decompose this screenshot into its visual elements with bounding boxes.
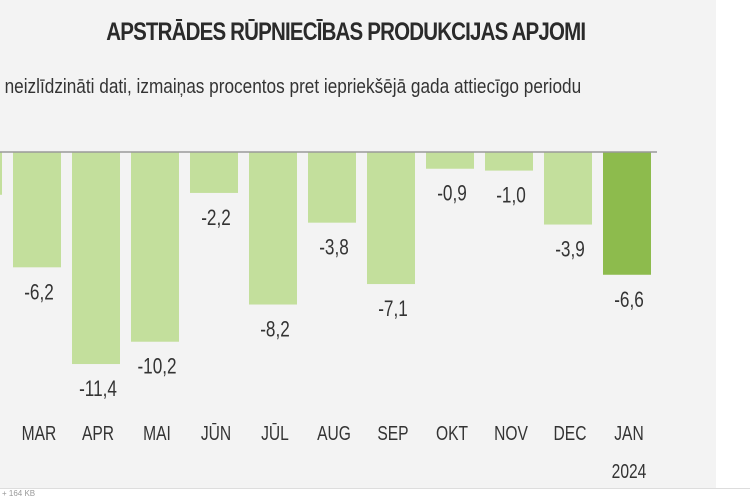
data-label-jūl: -8,2 [260,318,290,343]
tick-label-apr: APR [82,422,114,444]
chart-subtitle: i neizlīdzināti dati, izmaiņas procentos… [0,76,582,98]
bar-aug [308,152,356,223]
tick-label-jan: JAN [614,422,643,444]
bar-sep [367,152,415,285]
chart-panel: APSTRĀDES RŪPNIECĪBAS PRODUKCIJAS APJOMI… [0,0,716,488]
bar-jūn [190,152,238,193]
year-label: 2024 [612,460,647,482]
tick-label-aug: AUG [317,422,351,444]
bar-chart: 3B-6,2MAR-11,4APR-10,2MAI-2,2JŪN-8,2JŪL-… [0,151,657,482]
data-label-dec: -3,9 [555,238,585,263]
tick-label-mar: MAR [22,422,57,444]
tick-label-jūl: JŪL [261,422,289,444]
data-label-mai: -10,2 [137,355,176,380]
bottom-strip [0,488,750,501]
bar-apr [72,152,120,365]
data-label-jūn: -2,2 [201,206,231,231]
bar-dec [544,152,592,225]
tick-label-sep: SEP [377,422,408,444]
bar-mar [13,152,61,268]
bar-mai [131,152,179,342]
tick-label-nov: NOV [494,422,528,444]
file-size-caption: + 164 KB [2,489,36,498]
tick-label-dec: DEC [554,422,587,444]
data-label-mar: -6,2 [24,280,54,305]
tick-label-jūn: JŪN [201,422,231,444]
bar-nov [485,152,533,171]
data-label-apr: -11,4 [79,377,117,402]
tick-label-mai: MAI [143,422,171,444]
data-label-nov: -1,0 [496,184,526,209]
data-label-okt: -0,9 [437,182,467,207]
data-label-jan: -6,6 [614,288,644,313]
data-label-aug: -3,8 [319,236,349,261]
data-label-sep: -7,1 [378,297,408,322]
bar-okt [426,152,474,169]
bar-jan [603,152,651,275]
bar-jūl [249,152,297,305]
bar-b [0,152,2,195]
tick-label-okt: OKT [436,422,468,444]
chart-title: APSTRĀDES RŪPNIECĪBAS PRODUKCIJAS APJOMI [106,18,586,46]
